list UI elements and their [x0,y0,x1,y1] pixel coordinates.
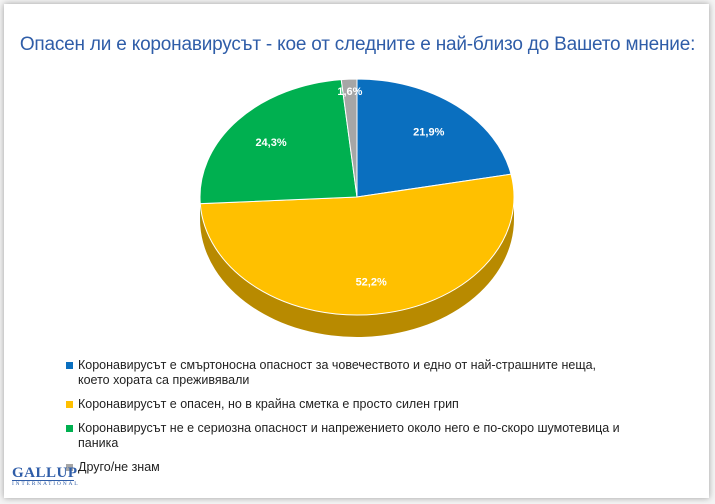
gallup-logo: GALLUP INTERNATIONAL [12,465,80,488]
pie-slice-1 [199,173,515,316]
pie-slice-0 [356,78,512,198]
legend-label-0: Коронавирусът е смъртоносна опасност за … [78,358,597,387]
pie-label-2: 24,3% [255,137,286,149]
pie-label-3: 1,6% [337,86,362,98]
chart-title: Опасен ли е коронавирусът - кое от следн… [19,34,696,55]
legend-label-3: Друго/не знам [78,460,160,474]
legend-item-1: Коронавирусът е опасен, но в крайна смет… [66,397,626,412]
legend-swatch-3 [66,464,73,471]
legend-item-2: Коронавирусът не е сериозна опасност и н… [66,421,626,451]
legend-item-3: Друго/не знам [66,460,626,475]
pie-side-1 [200,197,515,338]
pie-slice-2 [199,79,358,205]
legend-item-0: Коронавирусът е смъртоносна опасност за … [66,358,626,388]
pie-slice-3 [340,78,358,198]
legend-swatch-0 [66,362,73,369]
pie-labels: 21,9% 52,2% 24,3% 1,6% [255,86,444,288]
legend-label-1: Коронавирусът е опасен, но в крайна смет… [78,397,459,411]
pie-label-1: 52,2% [356,276,387,288]
legend-swatch-1 [66,401,73,408]
pie-label-0: 21,9% [413,126,444,138]
logo-main-text: GALLUP [12,465,78,481]
pie-top [199,78,515,316]
logo-sub-text: INTERNATIONAL [12,480,80,487]
legend-swatch-2 [66,425,73,432]
legend-label-2: Коронавирусът не е сериозна опасност и н… [78,421,620,450]
chart-legend: Коронавирусът е смъртоносна опасност за … [66,358,626,484]
